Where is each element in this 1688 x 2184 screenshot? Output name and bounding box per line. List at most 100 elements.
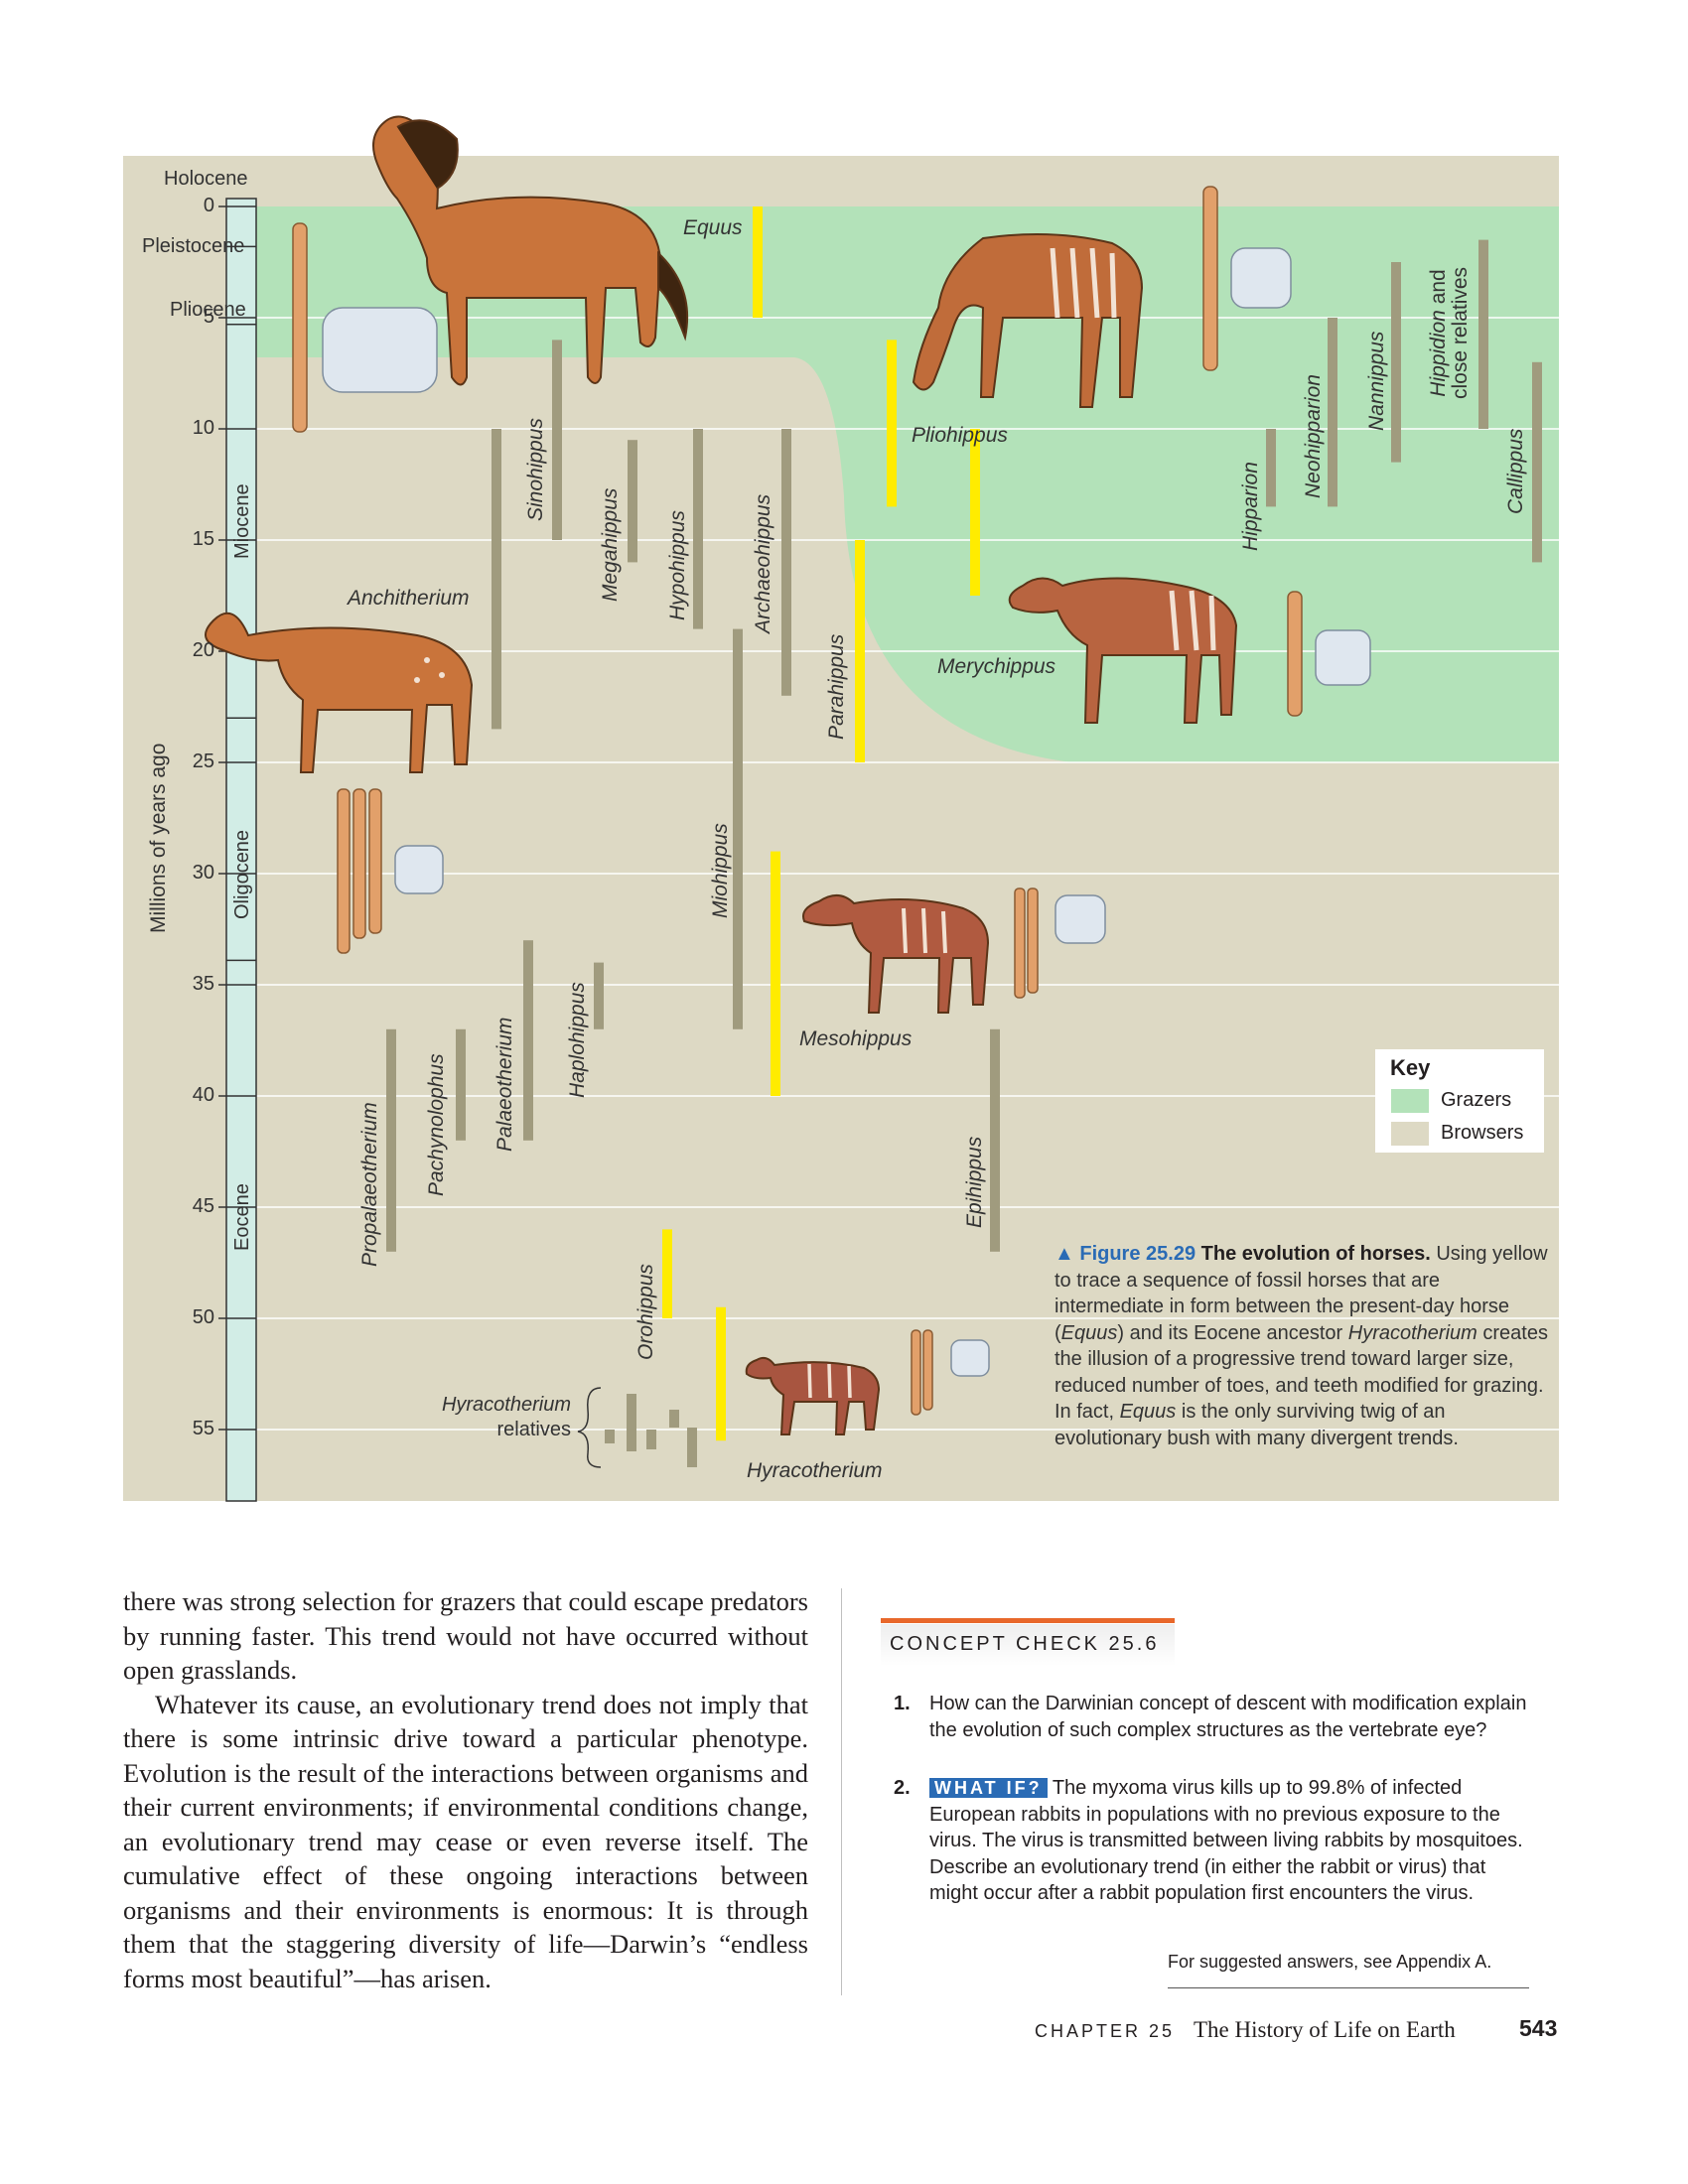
genus-label-haplohippus: Haplohippus [566, 982, 589, 1098]
relatives-brace [577, 1387, 602, 1468]
question-1-text: How can the Darwinian concept of descent… [929, 1693, 1527, 1741]
axis-tick-label: 5 [203, 306, 214, 328]
page-number: 543 [1519, 2015, 1558, 2041]
genus-label-miohippus: Miohippus [709, 823, 732, 918]
relatives-genus: Hyracotherium [441, 1394, 571, 1416]
genus-bar-palaeotherium [523, 940, 533, 1141]
genus-label-megahippus: Megahippus [599, 487, 622, 602]
pliohippus-horse-illustration [912, 233, 1144, 408]
caption-text-1: Using yellow to trace a sequence of foss… [1055, 1243, 1548, 1344]
legend-key: Key Grazers Browsers [1375, 1049, 1544, 1153]
genus-label-parahippus: Parahippus [825, 633, 848, 740]
key-swatch-grazers [1391, 1089, 1429, 1113]
genus-label-neohipparion: Neohipparion [1302, 374, 1325, 498]
caption-title: The evolution of horses. [1200, 1243, 1431, 1265]
concept-question-2: 2. WHAT IF? The myxoma virus kills up to… [894, 1775, 1529, 1907]
axis-tick-label: 45 [192, 1195, 214, 1217]
question-2-body: WHAT IF? The myxoma virus kills up to 99… [929, 1775, 1529, 1907]
genus-label-orohippus: Orohippus [634, 1264, 657, 1360]
axis-tick-label: 25 [192, 751, 214, 772]
hippidion-and: and [1427, 269, 1450, 305]
genus-bar-hyracotherium [716, 1306, 726, 1441]
caption-equus-2: Equus [1119, 1401, 1177, 1423]
genus-label-merychippus: Merychippus [937, 655, 1056, 678]
axis-tick-label: 55 [192, 1418, 214, 1439]
hyracotherium-relatives-label: Hyracotherium relatives [427, 1393, 571, 1442]
body-text-column: there was strong selection for grazers t… [123, 1584, 808, 1995]
genus-bar-merychippus [970, 429, 980, 596]
genus-bar-callippus [1532, 361, 1542, 563]
caption-hyracotherium: Hyracotherium [1347, 1321, 1477, 1344]
body-paragraph-2: Whatever its cause, an evolutionary tren… [123, 1689, 808, 1993]
genus-bar-equus [753, 206, 763, 318]
genus-bar-epihippus [990, 1028, 1000, 1252]
epoch-pliocene: Pliocene [170, 299, 246, 321]
what-if-badge: WHAT IF? [929, 1778, 1048, 1798]
equus-horse-illustration [372, 115, 689, 386]
footer-chapter-title: The History of Life on Earth [1194, 2017, 1456, 2042]
hippidion-relatives: close relatives [1449, 266, 1472, 399]
caption-equus-1: Equus [1060, 1321, 1118, 1344]
figure-graphic [123, 115, 1559, 1502]
key-label-browsers: Browsers [1441, 1122, 1524, 1144]
axis-tick-label: 30 [192, 862, 214, 884]
genus-bar-hippidion [1478, 239, 1488, 429]
genus-bar-nannippus [1391, 262, 1401, 463]
caption-text-2: ) and its Eocene ancestor [1117, 1321, 1348, 1344]
genus-bar-sinohippus [552, 340, 562, 540]
concept-check-accent-bar [881, 1618, 1175, 1623]
column-divider [841, 1588, 842, 1995]
concept-check-header-bg [881, 1624, 1175, 1666]
genus-bar-haplohippus [594, 962, 604, 1029]
epoch-miocene: Miocene [231, 483, 253, 559]
tooth-illustrations [322, 247, 1371, 1377]
genus-bars [386, 206, 1542, 1441]
genus-bar-neohipparion [1328, 318, 1337, 507]
foot-bone-illustrations [292, 186, 1303, 1416]
caption-figure-number: ▲ Figure 25.29 [1055, 1243, 1196, 1265]
question-1-number: 1. [894, 1693, 911, 1714]
genus-label-nannippus: Nannippus [1365, 331, 1388, 431]
genus-bar-hypohippus [693, 429, 703, 629]
epoch-holocene: Holocene [164, 168, 248, 190]
horse-evolution-figure: Millions of years ago 0 5 10 15 20 25 30 35 40 45… [123, 115, 1559, 1502]
question-2-text: The myxoma virus kills up to 99.8% of in… [929, 1777, 1523, 1904]
axis-tick-label: 50 [192, 1306, 214, 1328]
hyracotherium-horse-illustration [745, 1356, 881, 1435]
epoch-eocene: Eocene [231, 1183, 253, 1251]
genus-bar-archaeohippus [781, 429, 791, 696]
genus-bar-pliohippus [887, 340, 897, 507]
figure-caption: ▲ Figure 25.29 The evolution of horses. … [1055, 1241, 1551, 1451]
genus-label-mesohippus: Mesohippus [799, 1027, 913, 1050]
anchitherium-horse-illustration [205, 612, 474, 773]
timeline-bar [225, 198, 257, 1502]
axis-tick-label: 10 [192, 417, 214, 439]
key-title: Key [1390, 1055, 1431, 1080]
genus-label-hipparion: Hipparion [1239, 462, 1262, 551]
epoch-pleistocene: Pleistocene [142, 235, 245, 257]
key-label-grazers: Grazers [1441, 1089, 1512, 1111]
genus-bar-propalaeotherium [386, 1028, 396, 1252]
genus-bar-megahippus [628, 440, 637, 563]
genus-label-hippidion: Hippidion and close relatives [1427, 266, 1472, 399]
relatives-word: relatives [496, 1419, 571, 1440]
genus-label-palaeotherium: Palaeotherium [493, 1017, 516, 1152]
epoch-oligocene: Oligocene [231, 829, 253, 919]
hippidion-name: Hippidion [1427, 310, 1450, 397]
suggested-answers-note: For suggested answers, see Appendix A. [1168, 1952, 1492, 1972]
merychippus-horse-illustration [1008, 577, 1238, 724]
axis-tick-label: 35 [192, 973, 214, 995]
genus-label-anchitherium: Anchitherium [348, 587, 470, 610]
genus-label-equus: Equus [683, 216, 743, 239]
body-paragraph-1: there was strong selection for grazers t… [123, 1586, 808, 1685]
hyracotherium-relatives-bars [605, 1394, 697, 1467]
genus-label-archaeohippus: Archaeohippus [752, 493, 774, 633]
genus-label-hyracotherium: Hyracotherium [747, 1459, 883, 1482]
genus-bar-pachynolophus [456, 1028, 466, 1141]
question-2-number: 2. [894, 1777, 911, 1799]
genus-bar-hipparion [1266, 429, 1276, 507]
genus-bar-miohippus [733, 628, 743, 1029]
genus-label-epihippus: Epihippus [963, 1136, 986, 1228]
genus-label-propalaeotherium: Propalaeotherium [358, 1102, 381, 1267]
axis-tick-label: 20 [192, 639, 214, 661]
